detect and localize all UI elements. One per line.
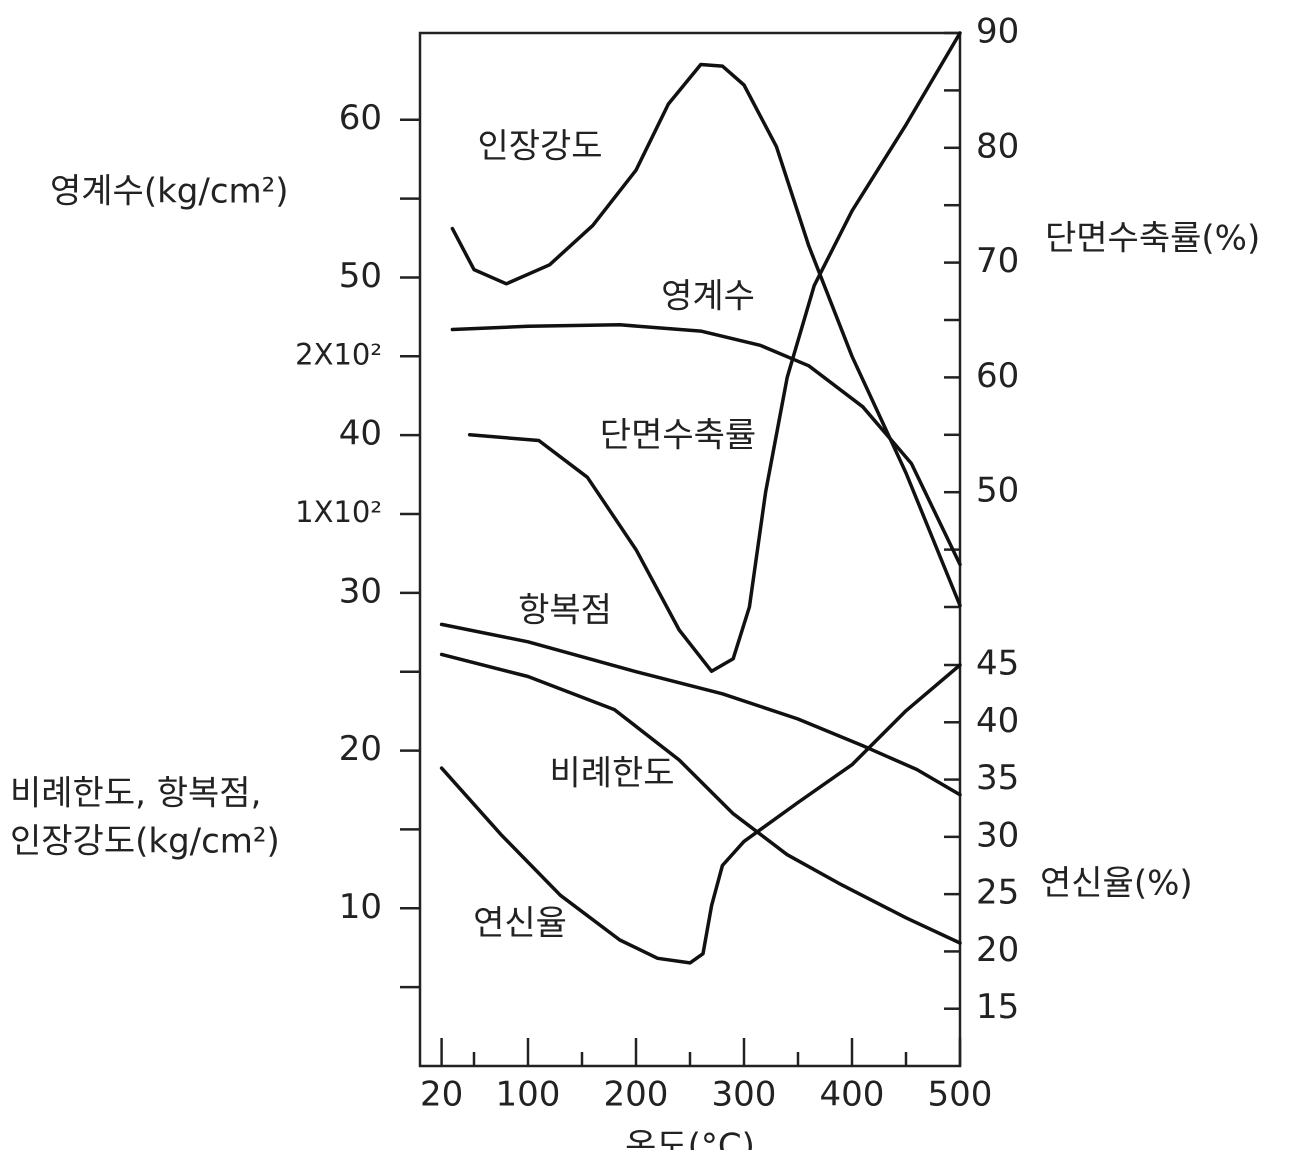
series-label: 영계수 (661, 277, 755, 317)
x-axis-label: 온도(°C) (625, 1127, 755, 1150)
y-tick-label: 40 (339, 414, 382, 454)
y3-axis-label: 연신율(%) (1040, 864, 1193, 904)
series-line (439, 663, 962, 965)
y-tick-label: 1X10² (295, 495, 382, 529)
y-tick-label: 50 (339, 256, 382, 296)
x-tick-label: 500 (928, 1075, 993, 1115)
y-axis-label: 비례한도, 항복점, (10, 774, 261, 814)
series-line (439, 652, 962, 945)
y2-tick-label: 80 (976, 126, 1019, 166)
y2-axis-label: 단면수축률(%) (1045, 219, 1260, 259)
series-line (450, 62, 962, 608)
y3-tick-label: 35 (976, 758, 1019, 798)
series-line (467, 31, 962, 674)
y-tick-label: 20 (339, 729, 382, 769)
y-tick-label: 2X10² (295, 337, 382, 371)
y3-tick-label: 30 (976, 815, 1019, 855)
series-line (439, 622, 962, 797)
y-tick-label: 10 (339, 887, 382, 927)
y3-tick-label: 45 (976, 644, 1019, 684)
y-axis-label: 인장강도(kg/cm²) (10, 822, 280, 862)
series-line (450, 323, 962, 567)
series-label: 비례한도 (549, 754, 674, 794)
x-tick-label: 400 (820, 1075, 885, 1115)
series-label: 인장강도 (477, 127, 602, 167)
y-tick-label: 60 (339, 98, 382, 138)
y2-tick-label: 60 (976, 356, 1019, 396)
y3-tick-label: 20 (976, 930, 1019, 970)
series-label: 연신율 (473, 904, 567, 944)
series-label: 단면수축률 (600, 416, 756, 456)
y2-tick-label: 70 (976, 241, 1019, 281)
x-tick-label: 200 (604, 1075, 669, 1115)
y2-tick-label: 90 (976, 12, 1019, 52)
y3-tick-label: 15 (976, 987, 1019, 1027)
y-tick-label: 30 (339, 571, 382, 611)
x-tick-label: 300 (712, 1075, 777, 1115)
x-tick-label: 100 (496, 1075, 561, 1115)
y3-tick-label: 40 (976, 701, 1019, 741)
y3-tick-label: 25 (976, 873, 1019, 913)
series-label: 항복점 (518, 591, 612, 631)
y-axis-label-top: 영계수(kg/cm²) (50, 172, 289, 212)
x-tick-label: 20 (420, 1075, 463, 1115)
y2-tick-label: 50 (976, 471, 1019, 511)
